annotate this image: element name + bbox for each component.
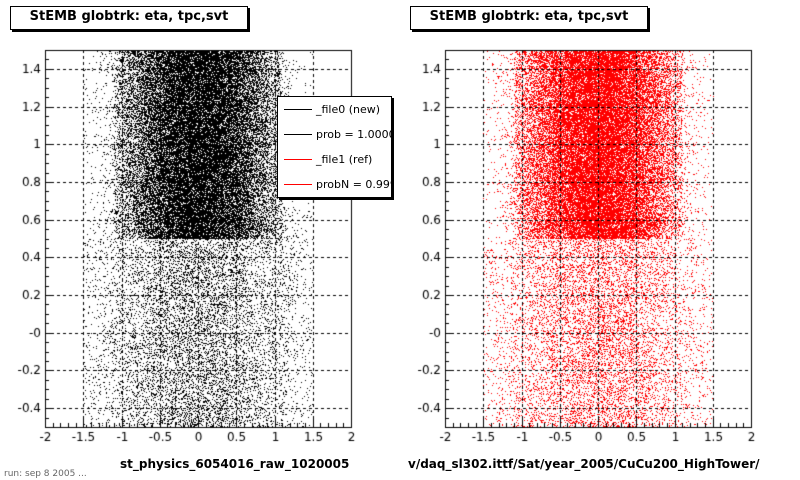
legend-label: _file1 (ref) (316, 153, 373, 166)
legend: _file0 (new) prob = 1.000000 _file1 (ref… (277, 96, 392, 198)
x-axis-label-right: v/daq_sl302.ittf/Sat/year_2005/CuCu200_H… (408, 457, 760, 471)
chart-title-left: StEMB globtrk: eta, tpc,svt (10, 6, 248, 30)
legend-entry-file0: _file0 (new) (278, 97, 391, 122)
legend-label: prob = 1.000000 (316, 128, 391, 141)
legend-swatch (284, 109, 312, 110)
footer-text: run: sep 8 2005 ... (4, 469, 87, 479)
legend-label: _file0 (new) (316, 103, 381, 116)
legend-swatch (284, 159, 312, 160)
legend-label: probN = 0.999999 (316, 178, 391, 191)
legend-swatch (284, 134, 312, 135)
legend-entry-prob: prob = 1.000000 (278, 122, 391, 147)
chart-title-right: StEMB globtrk: eta, tpc,svt (410, 6, 648, 30)
legend-entry-probn: probN = 0.999999 (278, 172, 391, 197)
legend-swatch (284, 184, 312, 185)
x-axis-label-left: st_physics_6054016_raw_1020005 (120, 457, 350, 471)
legend-entry-file1: _file1 (ref) (278, 147, 391, 172)
